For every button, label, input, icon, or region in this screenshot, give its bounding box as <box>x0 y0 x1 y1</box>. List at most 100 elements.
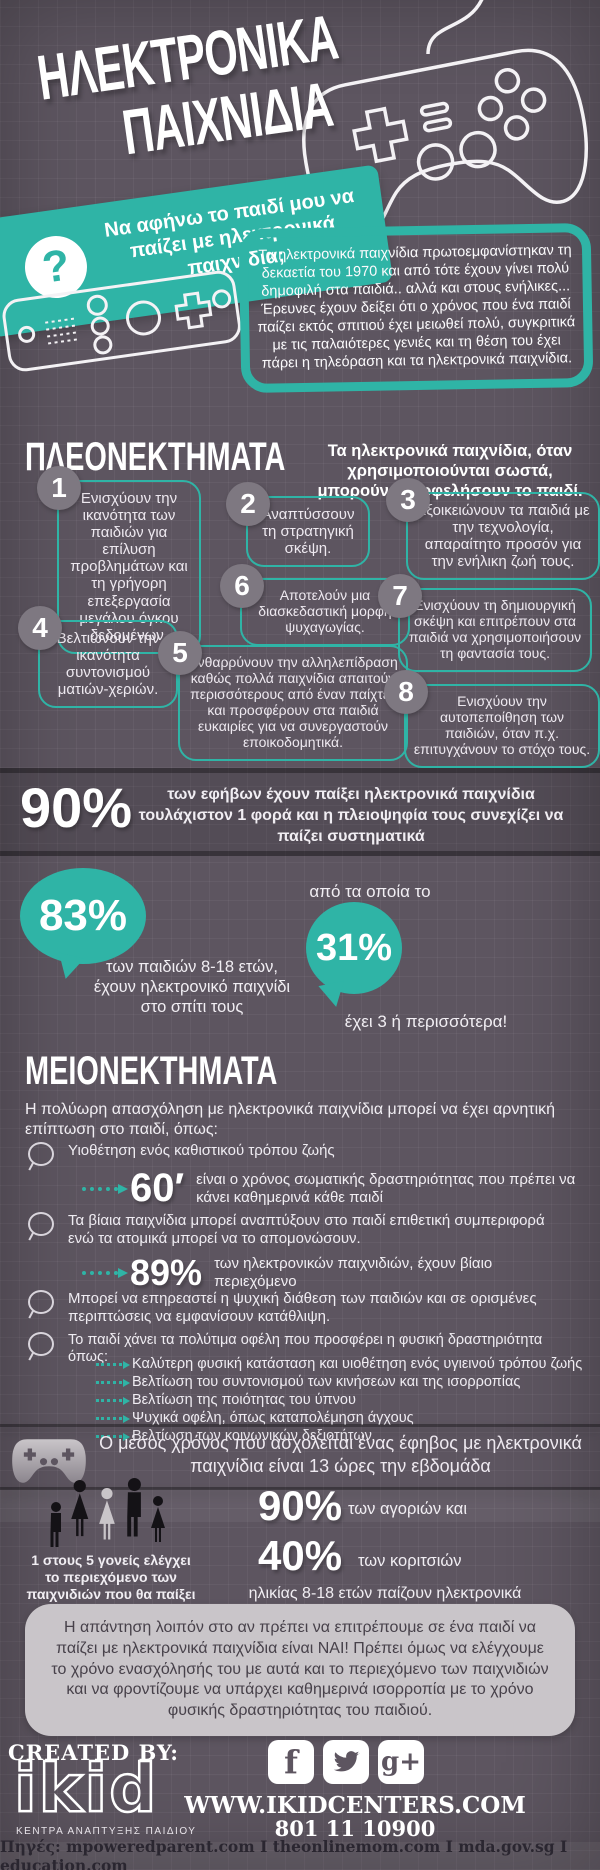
advantage-item-6: 6 Αποτελούν μια διασκεδαστική μορφή ψυχα… <box>220 564 410 646</box>
advantage-item-8: 8 Ενισχύουν την αυτοπεποίθηση των παιδιώ… <box>384 670 600 768</box>
advantages-subheading: Τα ηλεκτρονικά παιχνίδια, όταν χρησιμοπο… <box>317 442 583 500</box>
benefit-text: Βελτίωση της ποιότητας του ύπνου <box>132 1392 356 1409</box>
sources-text: Πηγές: mpoweredparent.com I theonlinemom… <box>0 1837 568 1870</box>
advantage-number-3: 3 <box>386 478 430 522</box>
benefit-item: Βελτίωση της ποιότητας του ύπνου <box>96 1392 586 1409</box>
answer-box: Η απάντηση λοιπόν στο αν πρέπει να επιτρ… <box>25 1604 575 1736</box>
advantage-number-8: 8 <box>384 670 428 714</box>
phone-number: 801 11 10900 <box>274 1816 436 1841</box>
advantage-item-1: 1 Ενισχύουν την ικανότητα των παιδιών γι… <box>37 466 201 654</box>
speech-bubble-icon <box>28 1290 54 1314</box>
dotted-arrow-icon <box>96 1433 130 1442</box>
dotted-arrow-icon <box>82 1268 128 1278</box>
stat-89-value: 89% <box>130 1252 203 1293</box>
advantage-text-5: Ενθαρρύνουν την αλληλεπίδραση καθώς πολλ… <box>188 654 398 750</box>
website-link[interactable]: WWW.IKIDCENTERS.COM <box>184 1792 526 1819</box>
advantage-text-4: Βελτιώνουν την ικανότητα συντονισμού ματ… <box>56 630 160 699</box>
advantage-item-5: 5 Ενθαρρύνουν την αλληλεπίδραση καθώς πο… <box>158 631 408 761</box>
advantage-item-2: 2 Αναπτύσσουν τη στρατηγική σκέψη. <box>226 482 370 568</box>
stat-60-row: 60′ είναι ο χρόνος σωματικής δραστηριότη… <box>82 1166 582 1211</box>
weekly-time-text: Ο μέσος χρόνος που ασχολείται ένας έφηβο… <box>99 1433 582 1477</box>
girls-stat-label: των κοριτσιών <box>358 1552 462 1570</box>
dotted-arrow-icon <box>96 1415 130 1424</box>
benefit-text: Ψυχικά οφέλη, όπως καταπολέμηση άγχους <box>132 1410 414 1427</box>
disadvantages-heading: ΜΕΙΟΝΕΚΤΗΜΑΤΑ <box>25 1048 278 1094</box>
bubble-connector-text: από τα οποία το <box>309 882 431 901</box>
intro-text: Τα ηλεκτρονικά παιχνίδια πρωτοεμφανίστηκ… <box>257 242 576 372</box>
divider-shadow <box>0 1487 600 1490</box>
advantage-number-5: 5 <box>158 631 202 675</box>
disadvantage-bullet-4: Το παιδί χάνει τα πολύτιμα οφέλη που προ… <box>28 1332 576 1366</box>
answer-text: Η απάντηση λοιπόν στο αν πρέπει να επιτρ… <box>51 1619 549 1720</box>
advantage-text-8: Ενισχύουν την αυτοπεποίθηση των παιδιών,… <box>413 693 591 757</box>
social-buttons: f g+ <box>268 1740 424 1784</box>
twitter-icon <box>333 1751 360 1772</box>
people-icons <box>50 1478 165 1547</box>
benefit-item: Βελτίωση των κοινωνικών δεξιοτήτων <box>96 1428 586 1445</box>
dotted-arrow-icon <box>96 1397 130 1406</box>
ikid-logo-subtitle: ΚΕΝΤΡΑ ΑΝΑΠΤΥΞΗΣ ΠΑΙΔΙΟΥ <box>16 1826 197 1837</box>
facebook-button[interactable]: f <box>268 1740 314 1784</box>
gamepad-solid-icon <box>12 1439 86 1483</box>
disadvantage-bullet-4-text: Το παιδί χάνει τα πολύτιμα οφέλη που προ… <box>68 1332 543 1366</box>
bubble-31-caption: έχει 3 ή περισσότερα! <box>344 1012 508 1031</box>
disadvantage-bullet-2: Τα βίαια παιχνίδια μπορεί αναπτύξουν στο… <box>28 1212 573 1247</box>
speech-bubble-icon <box>28 1212 54 1236</box>
dotted-arrow-icon <box>96 1379 130 1388</box>
advantage-text-6: Αποτελούν μια διασκεδαστική μορφή ψυχαγω… <box>258 587 392 635</box>
created-by-label: CREATED BY: <box>8 1740 180 1765</box>
bubble-83-value: 83% <box>38 891 128 940</box>
disadvantage-bullet-3: Μπορεί να επηρεαστεί η ψυχική διάθεση τω… <box>28 1290 573 1325</box>
benefit-item: Ψυχικά οφέλη, όπως καταπολέμηση άγχους <box>96 1410 586 1427</box>
advantage-text-2: Αναπτύσσουν τη στρατηγική σκέψη. <box>261 506 355 558</box>
benefit-text: Βελτίωση των κοινωνικών δεξιοτήτων <box>132 1428 372 1445</box>
wii-remote-icon <box>2 270 241 372</box>
twitter-button[interactable] <box>323 1740 369 1784</box>
bubble-31-value: 31% <box>315 926 393 969</box>
disadvantage-bullet-2-text: Τα βίαια παιχνίδια μπορεί αναπτύξουν στο… <box>68 1212 545 1247</box>
googleplus-icon: g+ <box>381 1747 421 1777</box>
dotted-arrow-icon <box>96 1361 130 1369</box>
advantage-number-2: 2 <box>226 482 270 526</box>
teens-stat-value: 90% <box>20 776 133 839</box>
disadvantage-bullet-1-text: Υιοθέτηση ενός καθιστικού τρόπου ζωής <box>68 1142 335 1159</box>
advantage-item-4: 4 Βελτιώνουν την ικανότητα συντονισμού μ… <box>18 606 178 709</box>
advantage-number-4: 4 <box>18 606 62 650</box>
advantage-text-7: Ενισχύουν τη δημιουργική σκέψη και επιτρ… <box>408 597 582 661</box>
boys-stat-value: 90% <box>258 1482 343 1529</box>
disadvantage-bullet-1: Υιοθέτηση ενός καθιστικού τρόπου ζωής <box>28 1142 568 1166</box>
googleplus-button[interactable]: g+ <box>378 1740 424 1784</box>
advantage-text-1: Ενισχύουν την ικανότητα των παιδιών για … <box>70 490 188 644</box>
advantage-item-3: 3 Εξοικειώνουν τα παιδιά με την τεχνολογ… <box>386 478 600 581</box>
advantage-text-3: Εξοικειώνουν τα παιδιά με την τεχνολογία… <box>416 502 590 571</box>
advantage-number-6: 6 <box>220 564 264 608</box>
teens-stat-text: των εφήβων έχουν παίξει ηλεκτρονικά παιχ… <box>138 786 564 845</box>
highlight-band <box>0 1490 600 1522</box>
bubble-31: 31% <box>306 902 402 994</box>
bubble-83: 83% <box>20 868 146 964</box>
advantage-number-1: 1 <box>37 466 81 510</box>
physical-benefits-list: Καλύτερη φυσική κατάσταση και υιοθέτηση … <box>96 1356 586 1446</box>
stat-60-text: είναι ο χρόνος σωματικής δραστηριότητας … <box>196 1170 576 1206</box>
disadvantage-bullet-3-text: Μπορεί να επηρεαστεί η ψυχική διάθεση τω… <box>68 1290 537 1325</box>
speech-bubble-icon <box>28 1332 54 1356</box>
dotted-arrow-icon <box>82 1183 128 1194</box>
teens-stat-band: 90% των εφήβων έχουν παίξει ηλεκτρονικά … <box>0 768 600 856</box>
advantage-number-7: 7 <box>378 574 422 618</box>
benefit-text: Βελτίωση του συντονισμού των κινήσεων κα… <box>132 1374 521 1391</box>
speech-bubble-icon <box>28 1142 54 1166</box>
benefit-text: Καλύτερη φυσική κατάσταση και υιοθέτηση … <box>132 1356 583 1372</box>
benefit-item: Βελτίωση του συντονισμού των κινήσεων κα… <box>96 1374 586 1391</box>
disadvantages-intro: Η πολύωρη απασχόληση με ηλεκτρονικά παιχ… <box>25 1101 556 1138</box>
benefit-item: Καλύτερη φυσική κατάσταση και υιοθέτηση … <box>96 1356 586 1373</box>
stat-89-text: των ηλεκτρονικών παιχνιδιών, έχουν βίαιο… <box>214 1255 493 1290</box>
sources-bar: Πηγές: mpoweredparent.com I theonlinemom… <box>0 1837 600 1870</box>
facebook-icon: f <box>284 1743 298 1781</box>
ikid-logo: ikid <box>13 1750 159 1827</box>
boys-stat-label: των αγοριών και <box>348 1500 467 1518</box>
girls-stat-value: 40% <box>258 1532 343 1579</box>
stat-89-row: 89% των ηλεκτρονικών παιχνιδιών, έχουν β… <box>82 1252 582 1294</box>
intro-box: Τα ηλεκτρονικά παιχνίδια πρωτοεμφανίστηκ… <box>238 222 594 393</box>
stat-60-value: 60′ <box>130 1166 185 1210</box>
